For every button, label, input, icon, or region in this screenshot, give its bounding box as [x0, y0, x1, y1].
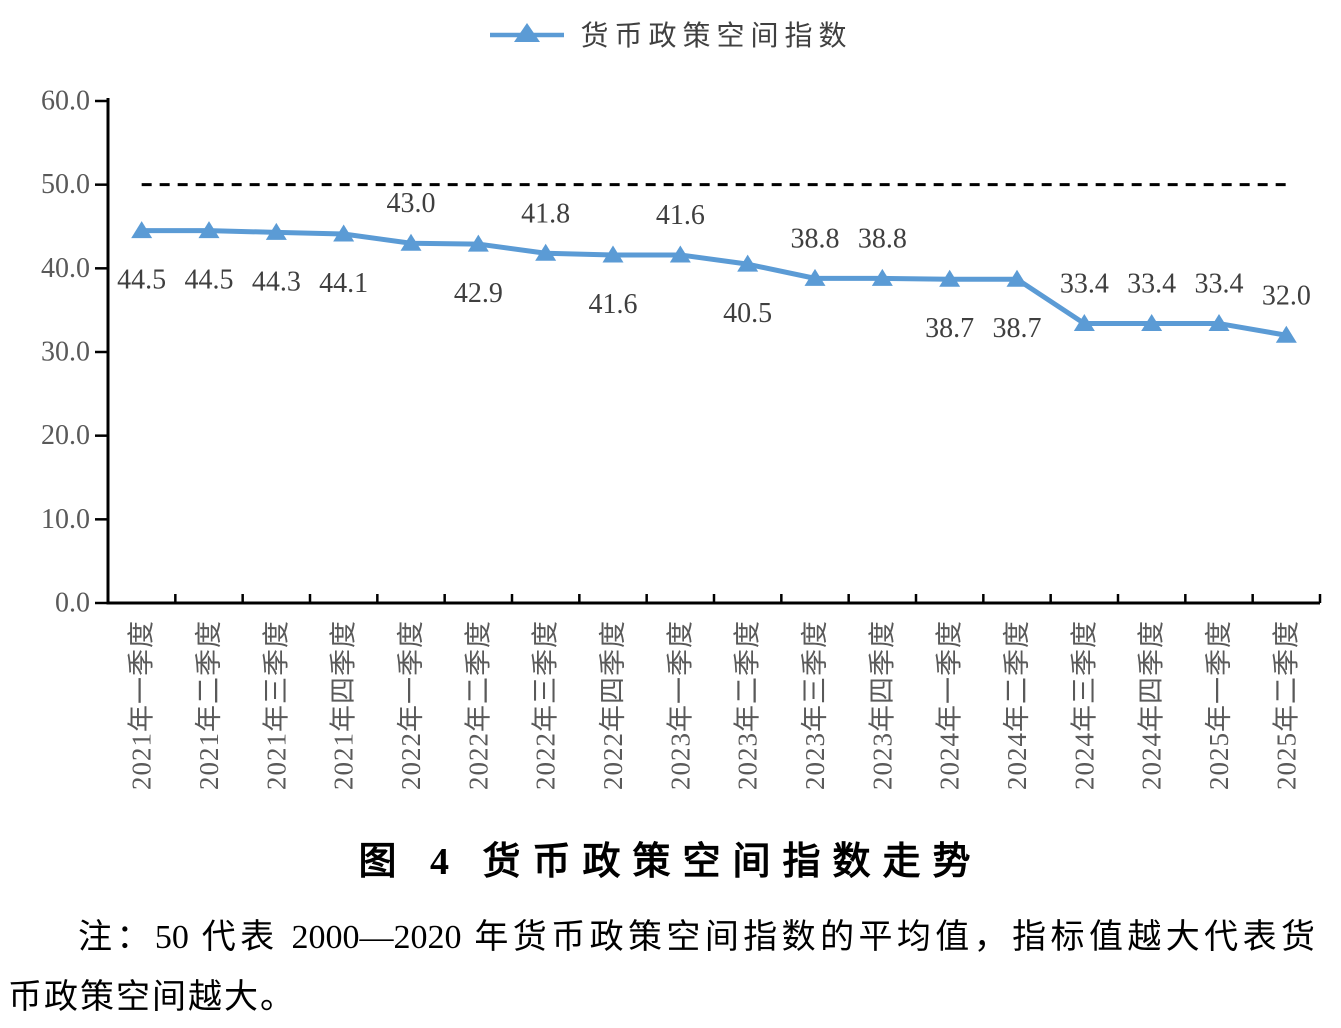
data-point-marker: [467, 234, 489, 252]
y-axis-label: 40.0: [41, 253, 90, 284]
data-label: 33.4: [1127, 269, 1176, 300]
data-label: 41.6: [656, 200, 705, 231]
x-axis-label: 2024年四季度: [1137, 620, 1167, 790]
data-label: 38.7: [993, 313, 1042, 344]
x-axis-label: 2021年一季度: [127, 620, 157, 790]
data-point-marker: [737, 254, 759, 272]
data-label: 38.8: [791, 223, 840, 254]
x-axis-label: 2021年四季度: [329, 620, 359, 790]
monetary-policy-space-index-chart: 0.0 10.0 20.0 30.0 40.0 50.0 60.0 44.5 44.5 44.3 4…: [41, 86, 1322, 790]
y-axis-label: 30.0: [41, 337, 90, 368]
x-axis-label: 2023年二季度: [733, 620, 763, 790]
chart-legend: 货币政策空间指数: [0, 14, 1341, 54]
legend-triangle-marker: [514, 23, 541, 42]
figure-note: 注：50 代表 2000—2020 年货币政策空间指数的平均值，指标值越大代表货…: [0, 908, 1341, 1028]
figure-caption: 图 4 货币政策空间指数走势: [358, 841, 983, 883]
data-point-marker: [1275, 325, 1297, 343]
x-axis-label: 2024年一季度: [935, 620, 965, 790]
note-line-1: 注：50 代表 2000—2020 年货币政策空间指数的平均值，指标值越大代表货: [78, 919, 1315, 956]
data-label: 44.5: [185, 265, 234, 296]
data-point-marker: [1073, 314, 1095, 332]
x-axis-label: 2022年二季度: [463, 620, 493, 790]
y-axis-label: 20.0: [41, 420, 90, 451]
data-point-marker: [131, 221, 153, 239]
x-axis-label: 2022年一季度: [396, 620, 426, 790]
data-label: 33.4: [1060, 269, 1109, 300]
data-point-marker: [939, 269, 961, 287]
y-axis-label: 50.0: [41, 169, 90, 200]
data-point-marker: [535, 243, 557, 261]
data-point-marker: [1006, 269, 1028, 287]
data-label: 42.9: [454, 278, 503, 309]
data-label: 40.5: [723, 298, 772, 329]
x-axis-label: 2024年二季度: [1002, 620, 1032, 790]
data-label: 44.3: [252, 266, 301, 297]
data-label: 41.8: [521, 198, 570, 229]
x-axis-label: 2023年四季度: [867, 620, 897, 790]
data-point-marker: [400, 233, 422, 251]
data-point-marker: [265, 222, 287, 240]
data-label: 43.0: [387, 188, 436, 219]
x-axis-label: 2024年三季度: [1069, 620, 1099, 790]
x-axis-label: 2022年三季度: [531, 620, 561, 790]
x-axis-label: 2021年二季度: [194, 620, 224, 790]
x-axis-label: 2023年三季度: [800, 620, 830, 790]
line-triangle-marker-icon: [490, 23, 565, 42]
x-axis-label: 2023年一季度: [665, 620, 695, 790]
data-label: 38.8: [858, 223, 907, 254]
y-axis-label: 0.0: [55, 588, 90, 619]
data-label: 44.5: [117, 265, 166, 296]
data-point-marker: [1141, 314, 1163, 332]
note-line-2: 币政策空间越大。: [8, 979, 296, 1016]
data-point-marker: [669, 245, 691, 263]
y-axis-label: 60.0: [41, 86, 90, 117]
data-point-marker: [333, 224, 355, 242]
data-label: 41.6: [589, 289, 638, 320]
series-line: [141, 228, 1287, 338]
data-point-marker: [1208, 314, 1230, 332]
y-axis-label: 10.0: [41, 504, 90, 535]
data-label: 38.7: [925, 313, 974, 344]
data-label: 33.4: [1195, 269, 1244, 300]
x-axis-label: 2025年一季度: [1204, 620, 1234, 790]
x-axis-label: 2022年四季度: [598, 620, 628, 790]
x-axis-label: 2025年二季度: [1271, 620, 1301, 790]
x-axis-label: 2021年三季度: [261, 620, 291, 790]
data-point-marker: [871, 268, 893, 286]
data-label: 44.1: [319, 268, 368, 299]
data-point-marker: [198, 221, 220, 239]
data-label: 32.0: [1262, 280, 1311, 311]
data-point-marker: [804, 268, 826, 286]
legend-series-label: 货币政策空间指数: [580, 21, 853, 52]
data-point-marker: [602, 245, 624, 263]
